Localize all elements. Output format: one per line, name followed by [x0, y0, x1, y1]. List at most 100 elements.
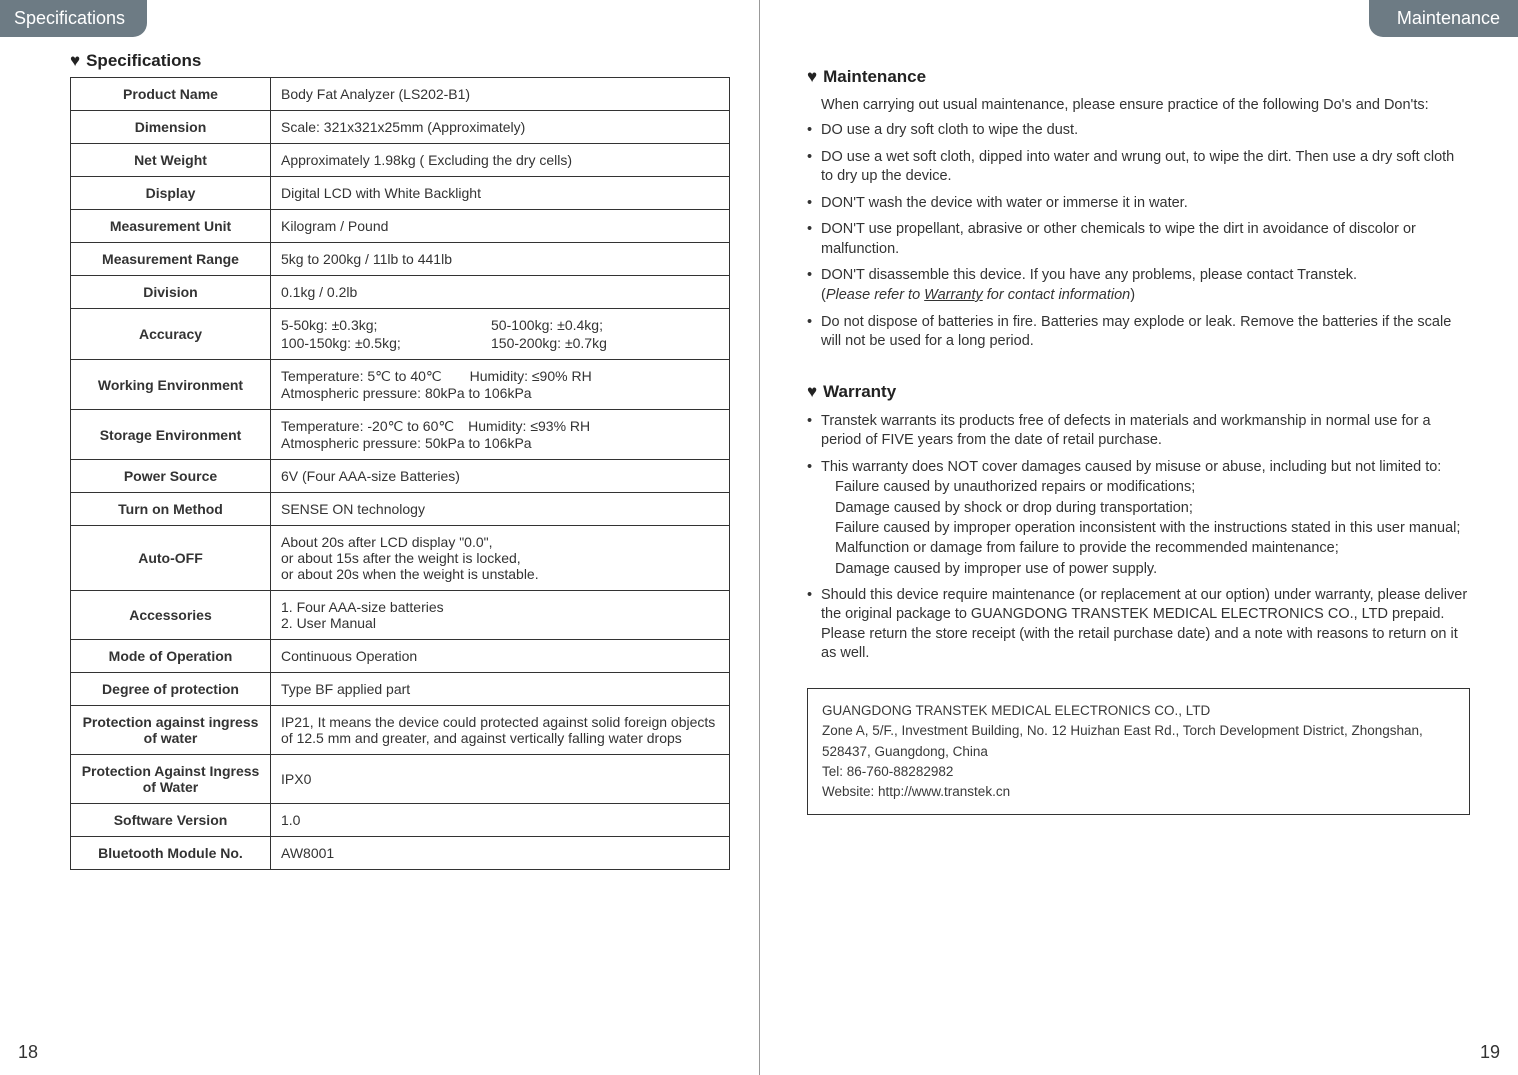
spec-value: Scale: 321x321x25mm (Approximately) — [271, 111, 730, 144]
table-row: Protection Against Ingress of WaterIPX0 — [71, 755, 730, 804]
spec-value: Body Fat Analyzer (LS202-B1) — [271, 78, 730, 111]
heart-icon: ♥ — [807, 382, 817, 401]
spec-label: Degree of protection — [71, 673, 271, 706]
ref-close: ) — [1130, 287, 1135, 303]
table-row: Degree of protectionType BF applied part — [71, 673, 730, 706]
spec-label: Dimension — [71, 111, 271, 144]
spec-value: Kilogram / Pound — [271, 210, 730, 243]
heart-icon: ♥ — [70, 51, 80, 70]
spec-value: SENSE ON technology — [271, 493, 730, 526]
left-page: Specifications ♥ Specifications Product N… — [0, 0, 759, 1075]
table-row: Net WeightApproximately 1.98kg ( Excludi… — [71, 144, 730, 177]
warranty-item: This warranty does NOT cover damages cau… — [807, 458, 1470, 579]
table-row: Measurement Range5kg to 200kg / 11lb to … — [71, 243, 730, 276]
table-row: Mode of OperationContinuous Operation — [71, 640, 730, 673]
maintenance-item-text: DON'T disassemble this device. If you ha… — [821, 267, 1357, 283]
maintenance-heading: ♥ Maintenance — [807, 67, 1478, 87]
warranty-body: Transtek warrants its products free of d… — [807, 412, 1470, 664]
spec-value: Temperature: -20℃ to 60℃ Humidity: ≤93% … — [271, 410, 730, 460]
spec-label: Display — [71, 177, 271, 210]
table-row: Bluetooth Module No.AW8001 — [71, 837, 730, 870]
table-row: Power Source6V (Four AAA-size Batteries) — [71, 460, 730, 493]
warranty-sub-item: Failure caused by improper operation inc… — [835, 518, 1470, 538]
tab-wrap-right: Maintenance — [799, 0, 1518, 37]
contact-address: Zone A, 5/F., Investment Building, No. 1… — [822, 721, 1455, 762]
spec-value: Continuous Operation — [271, 640, 730, 673]
table-row: DimensionScale: 321x321x25mm (Approximat… — [71, 111, 730, 144]
specifications-tab: Specifications — [0, 0, 147, 37]
ref-text-1: Please refer to — [826, 287, 924, 303]
warranty-sub-item: Damage caused by shock or drop during tr… — [835, 498, 1470, 518]
table-row: Storage EnvironmentTemperature: -20℃ to … — [71, 410, 730, 460]
table-row: DisplayDigital LCD with White Backlight — [71, 177, 730, 210]
ref-text-2: for contact information — [983, 287, 1131, 303]
spec-value: 5kg to 200kg / 11lb to 441lb — [271, 243, 730, 276]
spec-label: Turn on Method — [71, 493, 271, 526]
spec-value: Approximately 1.98kg ( Excluding the dry… — [271, 144, 730, 177]
warranty-item: Transtek warrants its products free of d… — [807, 412, 1470, 451]
contact-tel: Tel: 86-760-88282982 — [822, 762, 1455, 782]
contact-box: GUANGDONG TRANSTEK MEDICAL ELECTRONICS C… — [807, 688, 1470, 815]
spec-label: Auto-OFF — [71, 526, 271, 591]
spec-label: Storage Environment — [71, 410, 271, 460]
page-number-left: 18 — [18, 1042, 38, 1063]
maintenance-item: DO use a wet soft cloth, dipped into wat… — [807, 148, 1470, 187]
manual-spread: Specifications ♥ Specifications Product N… — [0, 0, 1518, 1075]
spec-value: Temperature: 5℃ to 40℃ Humidity: ≤90% RH… — [271, 360, 730, 410]
spec-value: 5-50kg: ±0.3kg;50-100kg: ±0.4kg;100-150k… — [271, 309, 730, 360]
warranty-item-text: This warranty does NOT cover damages cau… — [821, 459, 1441, 475]
page-number-right: 19 — [1480, 1042, 1500, 1063]
spec-label: Software Version — [71, 804, 271, 837]
spec-label: Protection against ingress of water — [71, 706, 271, 755]
specifications-heading: ♥ Specifications — [70, 51, 719, 71]
spec-label: Product Name — [71, 78, 271, 111]
spec-label: Accessories — [71, 591, 271, 640]
heading-text: Warranty — [823, 382, 896, 401]
maintenance-tab: Maintenance — [1369, 0, 1518, 37]
spec-label: Mode of Operation — [71, 640, 271, 673]
right-page: Maintenance ♥ Maintenance When carrying o… — [759, 0, 1518, 1075]
spec-label: Protection Against Ingress of Water — [71, 755, 271, 804]
tab-wrap-left: Specifications — [0, 0, 719, 37]
table-row: Product NameBody Fat Analyzer (LS202-B1) — [71, 78, 730, 111]
maintenance-intro: When carrying out usual maintenance, ple… — [821, 97, 1470, 113]
ref-warranty-link: Warranty — [924, 287, 983, 303]
spec-value: 1. Four AAA-size batteries 2. User Manua… — [271, 591, 730, 640]
warranty-sub-item: Malfunction or damage from failure to pr… — [835, 538, 1470, 558]
maintenance-item: DON'T disassemble this device. If you ha… — [807, 266, 1470, 305]
spec-value: About 20s after LCD display "0.0", or ab… — [271, 526, 730, 591]
heading-text: Specifications — [86, 51, 201, 70]
spec-label: Power Source — [71, 460, 271, 493]
warranty-item: Should this device require maintenance (… — [807, 586, 1470, 664]
spec-value: IPX0 — [271, 755, 730, 804]
warranty-sub-list: Failure caused by unauthorized repairs o… — [835, 477, 1470, 578]
heart-icon: ♥ — [807, 67, 817, 86]
table-row: Turn on MethodSENSE ON technology — [71, 493, 730, 526]
spec-label: Bluetooth Module No. — [71, 837, 271, 870]
spec-label: Net Weight — [71, 144, 271, 177]
spec-value: IP21, It means the device could protecte… — [271, 706, 730, 755]
table-row: Measurement Unit Kilogram / Pound — [71, 210, 730, 243]
maintenance-item: DON'T wash the device with water or imme… — [807, 194, 1470, 214]
maintenance-item: DO use a dry soft cloth to wipe the dust… — [807, 121, 1470, 141]
maintenance-list: DO use a dry soft cloth to wipe the dust… — [807, 121, 1470, 352]
maintenance-item: Do not dispose of batteries in fire. Bat… — [807, 313, 1470, 352]
spec-value: 1.0 — [271, 804, 730, 837]
heading-text: Maintenance — [823, 67, 926, 86]
warranty-list: Transtek warrants its products free of d… — [807, 412, 1470, 664]
table-row: Working EnvironmentTemperature: 5℃ to 40… — [71, 360, 730, 410]
spec-value: Digital LCD with White Backlight — [271, 177, 730, 210]
spec-label: Measurement Range — [71, 243, 271, 276]
spec-label: Measurement Unit — [71, 210, 271, 243]
table-row: Division0.1kg / 0.2lb — [71, 276, 730, 309]
warranty-sub-item: Failure caused by unauthorized repairs o… — [835, 477, 1470, 497]
contact-website: Website: http://www.transtek.cn — [822, 782, 1455, 802]
contact-company: GUANGDONG TRANSTEK MEDICAL ELECTRONICS C… — [822, 701, 1455, 721]
spec-label: Division — [71, 276, 271, 309]
table-row: Accuracy5-50kg: ±0.3kg;50-100kg: ±0.4kg;… — [71, 309, 730, 360]
warranty-sub-item: Damage caused by improper use of power s… — [835, 559, 1470, 579]
table-row: Software Version1.0 — [71, 804, 730, 837]
table-row: Protection against ingress of waterIP21,… — [71, 706, 730, 755]
table-row: Auto-OFFAbout 20s after LCD display "0.0… — [71, 526, 730, 591]
table-row: Accessories1. Four AAA-size batteries 2.… — [71, 591, 730, 640]
